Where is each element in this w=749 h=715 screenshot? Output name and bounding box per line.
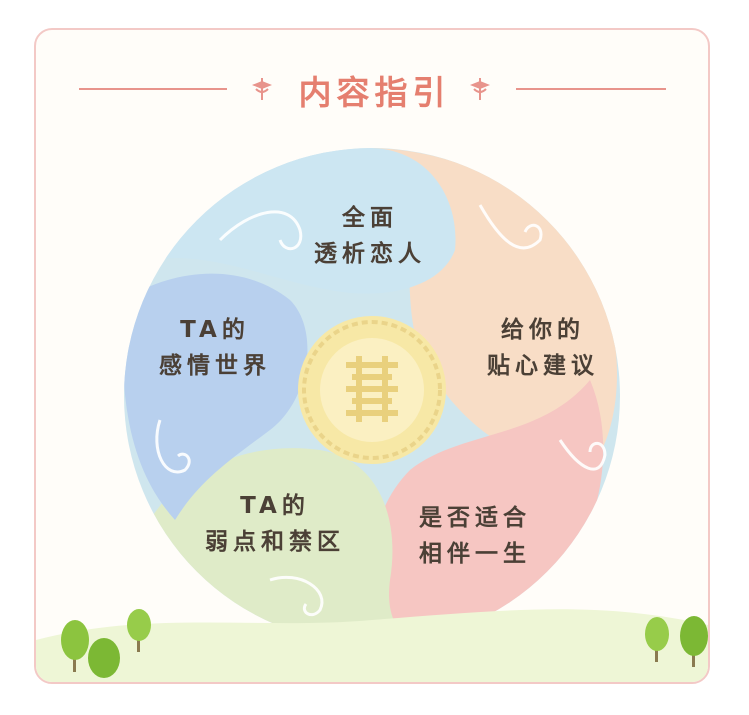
- cloud-swirl-left: [155, 419, 191, 474]
- segment-top-line1: 全面: [342, 205, 398, 231]
- segment-label-left: TA的 感情世界: [145, 312, 285, 384]
- ground: [36, 609, 708, 682]
- segment-left: [124, 273, 308, 520]
- title-rule-left: [79, 88, 227, 90]
- cloud-swirl-top: [218, 210, 303, 251]
- segment-label-bottom-left: TA的 弱点和禁区: [190, 488, 360, 560]
- segment-bottom-left-line2: 弱点和禁区: [205, 529, 345, 555]
- tree-right-1: [645, 617, 669, 662]
- cloud-swirl-right: [478, 204, 543, 250]
- segment-label-bottom-right: 是否适合 相伴一生: [400, 500, 550, 572]
- lantern-ornament-left-icon: [252, 78, 272, 100]
- cloud-swirl-bottom: [269, 575, 324, 617]
- segment-bottom-right-line2: 相伴一生: [419, 541, 531, 567]
- segment-top-line2: 透析恋人: [314, 241, 426, 267]
- title-rule-right: [516, 88, 666, 90]
- segment-bottom-left-line1: TA的: [240, 493, 310, 519]
- cloud-swirl-bottom-right: [558, 439, 607, 471]
- segment-left-line1: TA的: [180, 317, 250, 343]
- tree-left-2: [88, 638, 120, 678]
- tree-left-3: [127, 609, 151, 652]
- page-title: 内容指引: [298, 73, 451, 112]
- segment-bottom-right-line1: 是否适合: [419, 505, 531, 531]
- segment-left-line2: 感情世界: [159, 353, 271, 379]
- double-happiness-emblem: [298, 316, 446, 464]
- lantern-ornament-right-icon: [470, 78, 490, 100]
- tree-left-1: [61, 620, 89, 672]
- segment-top: [150, 148, 456, 294]
- segment-right-line2: 贴心建议: [487, 353, 599, 379]
- segment-label-top: 全面 透析恋人: [300, 200, 440, 272]
- segment-label-right: 给你的 贴心建议: [468, 312, 618, 384]
- tree-right-2: [680, 616, 708, 667]
- segment-right-line1: 给你的: [501, 317, 585, 343]
